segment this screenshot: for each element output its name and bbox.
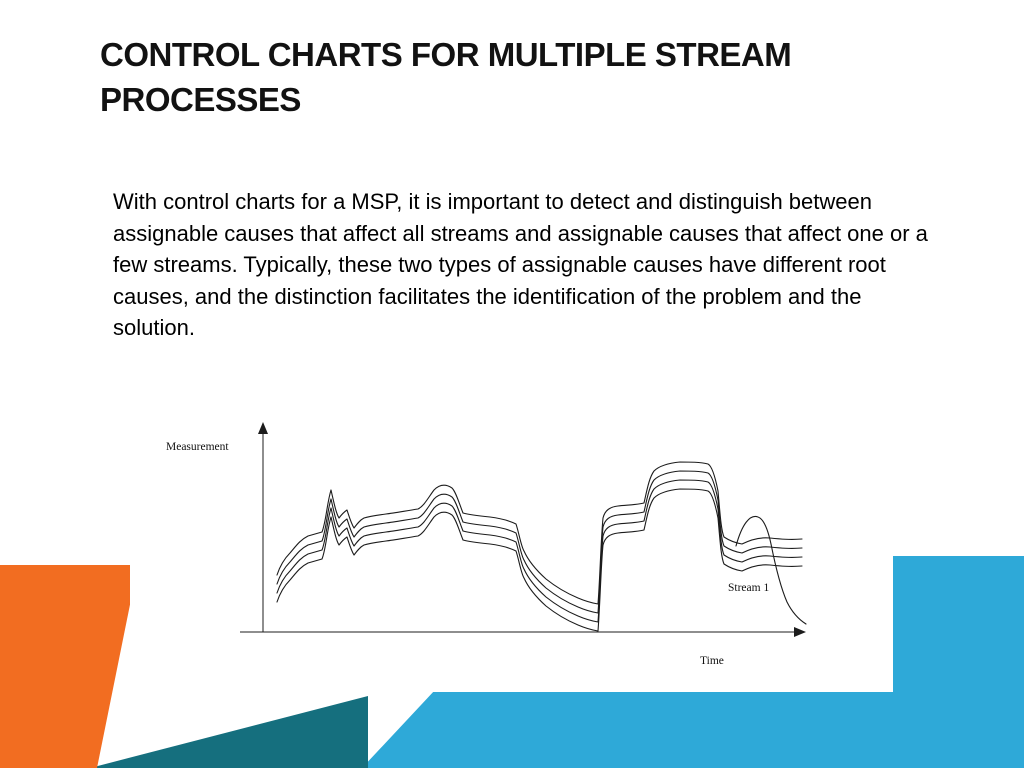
control-chart-sketch: Measurement Time Stream 1 — [166, 422, 807, 667]
chart-axes — [240, 422, 806, 637]
x-axis-label: Time — [700, 655, 724, 667]
stream1-divergence-curve — [735, 515, 807, 625]
decor-teal-triangle — [90, 696, 368, 768]
figure-control-chart: Measurement Time Stream 1 — [130, 418, 893, 692]
decor-orange-shape — [0, 565, 138, 768]
decor-blue-shape — [362, 556, 1024, 768]
slide-title: CONTROL CHARTS FOR MULTIPLE STREAM PROCE… — [100, 36, 792, 118]
stream-curves — [276, 461, 807, 632]
y-axis-label: Measurement — [166, 441, 229, 453]
stream1-annotation: Stream 1 — [728, 582, 769, 594]
slide-body-paragraph: With control charts for a MSP, it is imp… — [113, 189, 928, 340]
